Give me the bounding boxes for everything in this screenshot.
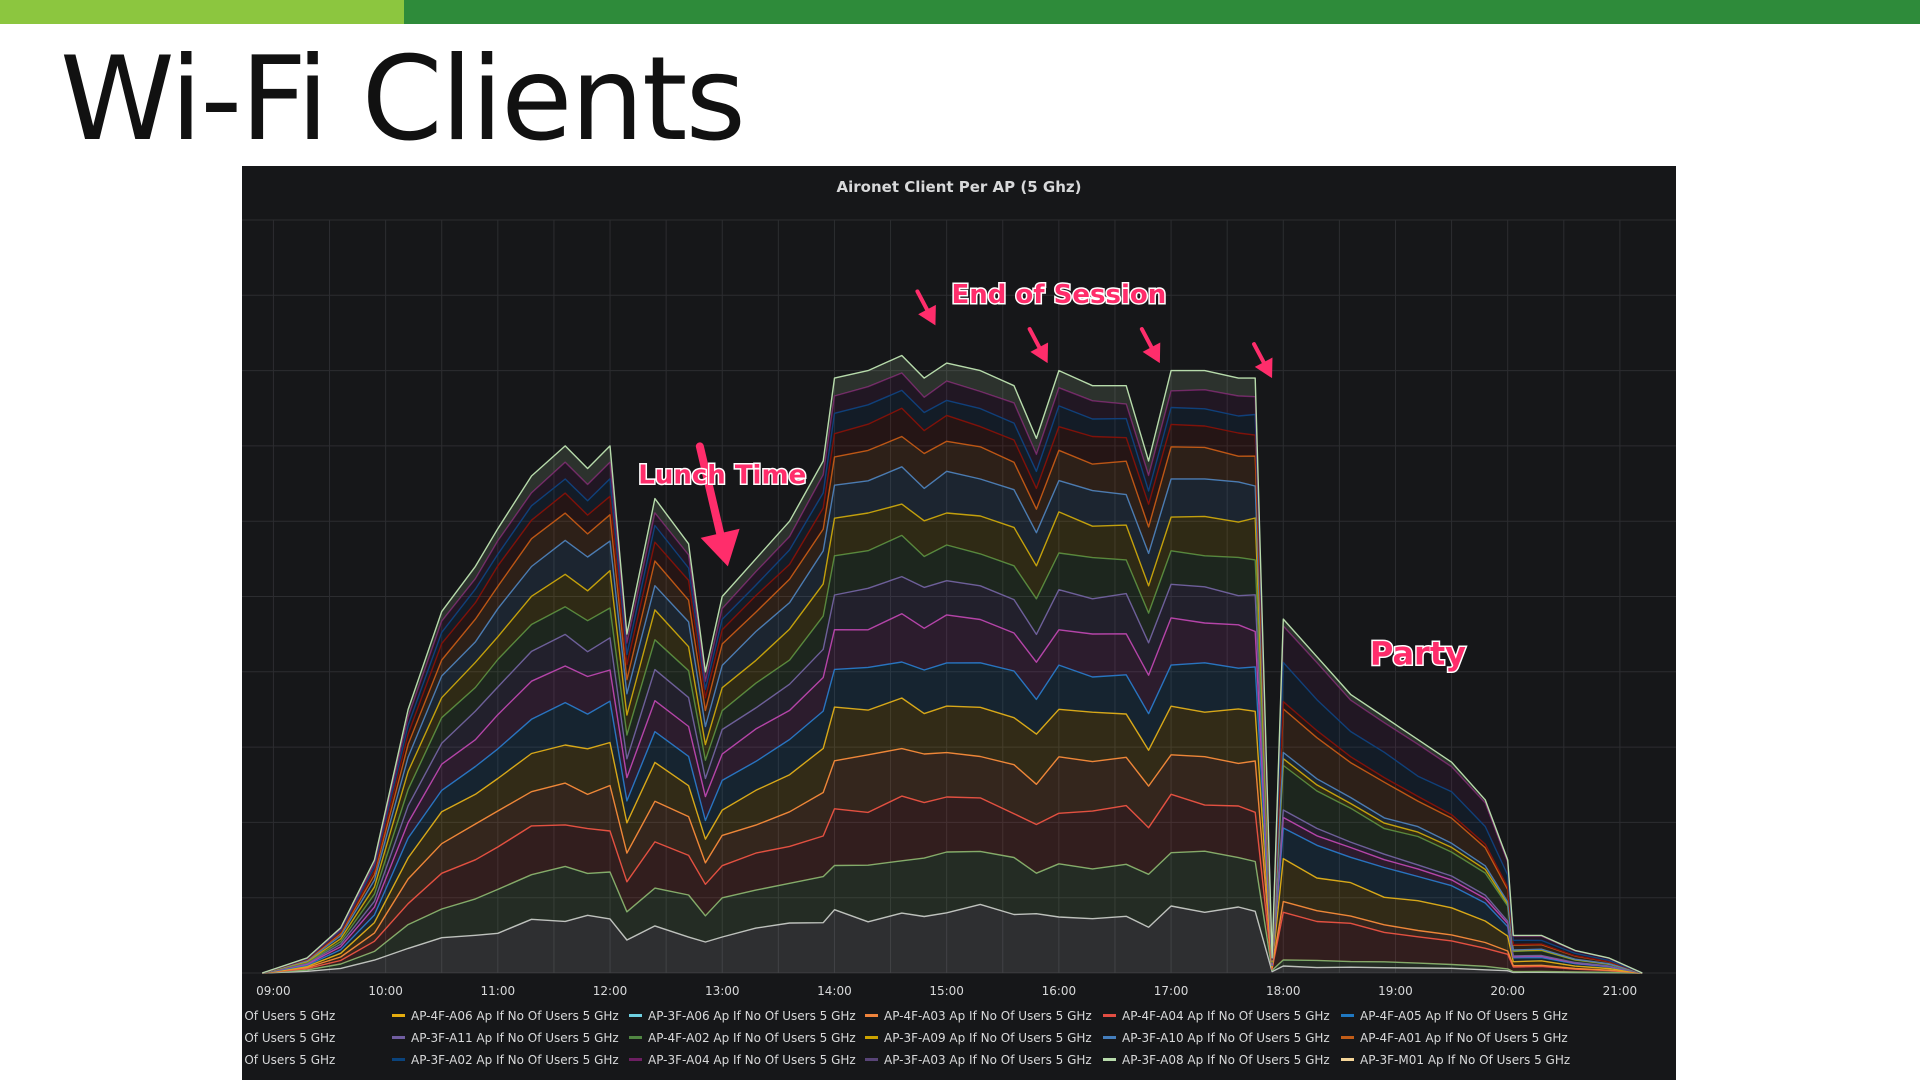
legend-swatch	[1103, 1036, 1116, 1039]
chart-svg: Aironet Client Per AP (5 Ghz) 09:00 10:00 1…	[242, 178, 1676, 1067]
annotation-arrow-shaft	[695, 442, 725, 538]
series-line	[262, 747, 1643, 974]
legend-swatch	[1341, 1058, 1354, 1061]
legend-item: AP-3F-A11 Ap If No Of Users 5 GHz	[411, 1031, 619, 1045]
legend-item: AP-4F-A05 Ap If No Of Users 5 GHz	[1360, 1009, 1568, 1023]
legend-item: AP-3F-A06 Ap If No Of Users 5 GHz	[648, 1009, 856, 1023]
series-line	[262, 575, 1643, 974]
series-area	[262, 904, 1643, 973]
x-tick-label: 14:00	[817, 984, 852, 998]
series-line	[262, 534, 1643, 974]
legend-swatch	[1341, 1014, 1354, 1017]
x-axis: 09:00 10:00 11:00 12:00 13:00 14:00 15:00 16:00…	[256, 984, 1637, 998]
x-tick-label: 11:00	[481, 984, 516, 998]
legend-item: AP-3F-A02 Ap If No Of Users 5 GHz	[411, 1053, 619, 1067]
legend-item: Ap If No Of Users 5 GHz	[242, 1053, 335, 1067]
series-line	[262, 850, 1643, 974]
legend-swatch	[1103, 1058, 1116, 1061]
legend-swatch	[629, 1014, 642, 1017]
annotation-arrows	[695, 289, 1273, 567]
legend-swatch	[1341, 1036, 1354, 1039]
annotation-arrow-head	[1142, 342, 1161, 364]
x-tick-label: 20:00	[1490, 984, 1525, 998]
y-grid	[242, 219, 1676, 974]
series-line	[262, 613, 1643, 974]
legend-item: Ap If No Of Users 5 GHz	[242, 1031, 335, 1045]
x-tick-label: 09:00	[256, 984, 291, 998]
x-tick-label: 12:00	[593, 984, 628, 998]
annotations: Lunch Time End of Session Party	[637, 278, 1468, 673]
annotation-arrow-shaft	[1139, 327, 1154, 350]
annotation-arrow-head	[918, 304, 936, 326]
chart-title: Aironet Client Per AP (5 Ghz)	[837, 178, 1082, 196]
legend-swatch	[392, 1058, 405, 1061]
annotation-arrow-shaft	[1027, 327, 1042, 350]
legend-swatch	[629, 1036, 642, 1039]
x-tick-label: 17:00	[1154, 984, 1189, 998]
series-area	[262, 851, 1643, 973]
annotation-label: Lunch Time	[638, 461, 806, 491]
legend-item: AP-3F-A10 Ap If No Of Users 5 GHz	[1122, 1031, 1330, 1045]
x-tick-label: 15:00	[929, 984, 964, 998]
x-tick-label: 13:00	[705, 984, 740, 998]
series-line	[262, 435, 1643, 974]
legend-item: AP-4F-A02 Ap If No Of Users 5 GHz	[648, 1031, 856, 1045]
series-line	[262, 503, 1643, 974]
annotation-label: Party	[1370, 634, 1466, 672]
legend-swatch	[1103, 1014, 1116, 1017]
series-line	[261, 407, 1643, 974]
series-area	[262, 794, 1643, 973]
series-line	[262, 466, 1643, 974]
x-tick-label: 19:00	[1378, 984, 1413, 998]
legend-item: AP-4F-A01 Ap If No Of Users 5 GHz	[1360, 1031, 1568, 1045]
series-line	[262, 697, 1643, 974]
x-tick-label: 18:00	[1266, 984, 1301, 998]
series-line	[262, 903, 1643, 974]
series-line	[261, 372, 1643, 974]
chart-panel: Aironet Client Per AP (5 Ghz) 09:00 10:00 1…	[242, 166, 1676, 1080]
legend-swatch	[629, 1058, 642, 1061]
x-tick-label: 16:00	[1042, 984, 1077, 998]
legend-item: AP-3F-A04 Ap If No Of Users 5 GHz	[648, 1053, 856, 1067]
legend-item: AP-3F-A03 Ap If No Of Users 5 GHz	[884, 1053, 1092, 1067]
series-area	[262, 748, 1643, 973]
legend-swatch	[392, 1014, 405, 1017]
legend-item: AP-4F-A06 Ap If No Of Users 5 GHz	[411, 1009, 619, 1023]
annotation-label: End of Session	[951, 280, 1166, 310]
legend-item: AP-3F-A08 Ap If No Of Users 5 GHz	[1122, 1053, 1330, 1067]
annotation-arrow-shaft	[1252, 342, 1266, 365]
top-accent-bar	[0, 0, 404, 24]
x-tick-label: 21:00	[1603, 984, 1638, 998]
legend-item: AP-4F-A04 Ap If No Of Users 5 GHz	[1122, 1009, 1330, 1023]
x-tick-label: 10:00	[368, 984, 403, 998]
legend-swatch	[865, 1036, 878, 1039]
annotation-arrow-shaft	[915, 289, 930, 312]
legend-item: AP-3F-M01 Ap If No Of Users 5 GHz	[1360, 1053, 1570, 1067]
legend-item: AP-3F-A09 Ap If No Of Users 5 GHz	[884, 1031, 1092, 1045]
legend-item: AP-4F-A03 Ap If No Of Users 5 GHz	[884, 1009, 1092, 1023]
legend-swatch	[865, 1014, 878, 1017]
annotation-arrow-head	[1030, 342, 1049, 364]
legend-item: Ap If No Of Users 5 GHz	[242, 1009, 335, 1023]
slide-title: Wi-Fi Clients	[60, 32, 746, 167]
annotation-arrow-head	[700, 528, 740, 567]
series-area	[262, 698, 1643, 973]
series-line	[261, 354, 1643, 974]
series-line	[261, 389, 1643, 974]
series-line	[262, 661, 1643, 974]
annotation-arrow-head	[1254, 357, 1273, 379]
legend: Ap If No Of Users 5 GHz AP-4F-A06 Ap If N…	[242, 1009, 1570, 1067]
series-area	[262, 662, 1643, 973]
legend-swatch	[392, 1036, 405, 1039]
series-line	[262, 793, 1643, 974]
legend-swatch	[865, 1058, 878, 1061]
series-group	[261, 354, 1643, 974]
